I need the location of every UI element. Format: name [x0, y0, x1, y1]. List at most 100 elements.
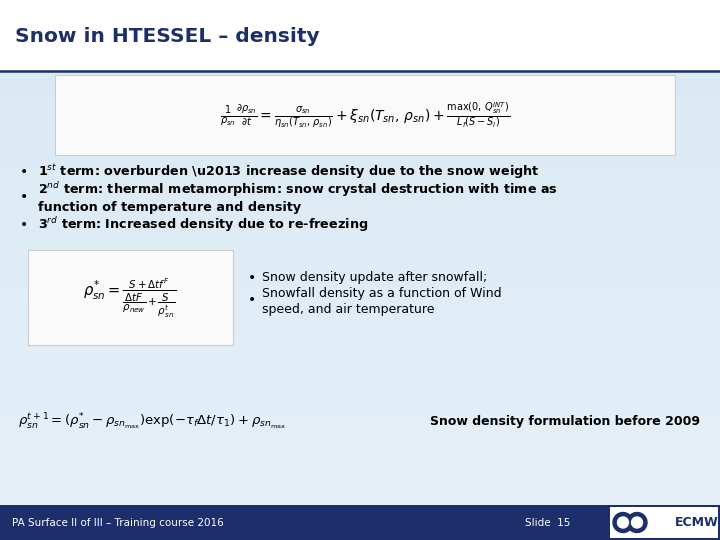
Bar [0, 32, 720, 33]
Bar [0, 178, 720, 179]
Bar [0, 509, 720, 510]
Bar [0, 157, 720, 158]
Bar [0, 173, 720, 174]
Bar [0, 140, 720, 141]
Text: PA Surface II of III – Training course 2016: PA Surface II of III – Training course 2… [12, 518, 224, 528]
Bar [0, 350, 720, 351]
Bar [0, 163, 720, 165]
Bar [0, 120, 720, 122]
Bar [0, 23, 720, 24]
Bar [0, 159, 720, 160]
Bar [0, 458, 720, 459]
Bar [0, 86, 720, 87]
Bar [0, 198, 720, 200]
Bar [0, 476, 720, 478]
Bar [0, 139, 720, 140]
Bar [0, 383, 720, 384]
Bar [0, 429, 720, 431]
Bar [0, 379, 720, 381]
Bar [0, 410, 720, 411]
Bar [610, 507, 718, 538]
Bar [0, 302, 720, 303]
Bar [0, 105, 720, 106]
Bar [0, 98, 720, 100]
Bar [0, 263, 720, 265]
Bar [0, 409, 720, 410]
Bar [0, 162, 720, 163]
Bar [0, 492, 720, 494]
Bar [0, 426, 720, 427]
Bar [0, 19, 720, 20]
Bar [0, 510, 720, 512]
Bar [0, 284, 720, 285]
Bar [0, 202, 720, 204]
Bar [0, 455, 720, 456]
Bar [0, 77, 720, 78]
Bar [0, 8, 720, 10]
Bar [0, 524, 720, 525]
Bar [0, 386, 720, 388]
Bar [0, 70, 720, 71]
Bar [0, 536, 720, 537]
Bar [0, 339, 720, 340]
Bar [0, 138, 720, 139]
Bar [0, 174, 720, 176]
Bar [0, 151, 720, 152]
Bar [0, 137, 720, 138]
Bar [0, 314, 720, 316]
Bar [0, 359, 720, 361]
Bar [0, 500, 720, 501]
Bar [0, 512, 720, 513]
Bar [0, 150, 720, 151]
Bar [0, 482, 720, 483]
Bar [0, 459, 720, 460]
Bar [0, 401, 720, 402]
Bar [0, 243, 720, 244]
Bar [0, 535, 720, 536]
Bar [0, 309, 720, 310]
Bar [0, 43, 720, 45]
Bar [0, 135, 720, 137]
Bar [0, 0, 720, 2]
Bar [0, 306, 720, 308]
Bar [0, 342, 720, 343]
Bar [0, 496, 720, 497]
Bar [0, 467, 720, 468]
Bar [0, 79, 720, 81]
Bar [0, 422, 720, 424]
Bar [0, 336, 720, 338]
Bar [0, 428, 720, 429]
Bar [0, 14, 720, 15]
Bar [0, 51, 720, 52]
Bar [0, 168, 720, 170]
Bar [0, 449, 720, 451]
Bar [0, 62, 720, 63]
Bar [0, 294, 720, 296]
Bar [0, 227, 720, 228]
Bar [0, 405, 720, 406]
Bar [0, 226, 720, 227]
Bar [0, 42, 720, 43]
Bar [0, 378, 720, 379]
Bar [0, 238, 720, 239]
Bar [0, 494, 720, 496]
Bar [0, 113, 720, 115]
Bar [0, 503, 720, 505]
Bar [0, 52, 720, 54]
Bar [0, 102, 720, 103]
Bar [0, 280, 720, 281]
Text: Snow in HTESSEL – density: Snow in HTESSEL – density [15, 28, 320, 46]
Bar [0, 448, 720, 449]
Bar [0, 160, 720, 162]
Bar [0, 287, 720, 289]
Bar [0, 424, 720, 426]
Bar [0, 330, 720, 332]
Bar [0, 158, 720, 159]
Bar [0, 152, 720, 154]
Bar [0, 389, 720, 390]
Bar [0, 420, 720, 421]
Bar [0, 447, 720, 448]
Bar [0, 82, 720, 84]
Bar [0, 128, 720, 130]
Bar [0, 354, 720, 355]
